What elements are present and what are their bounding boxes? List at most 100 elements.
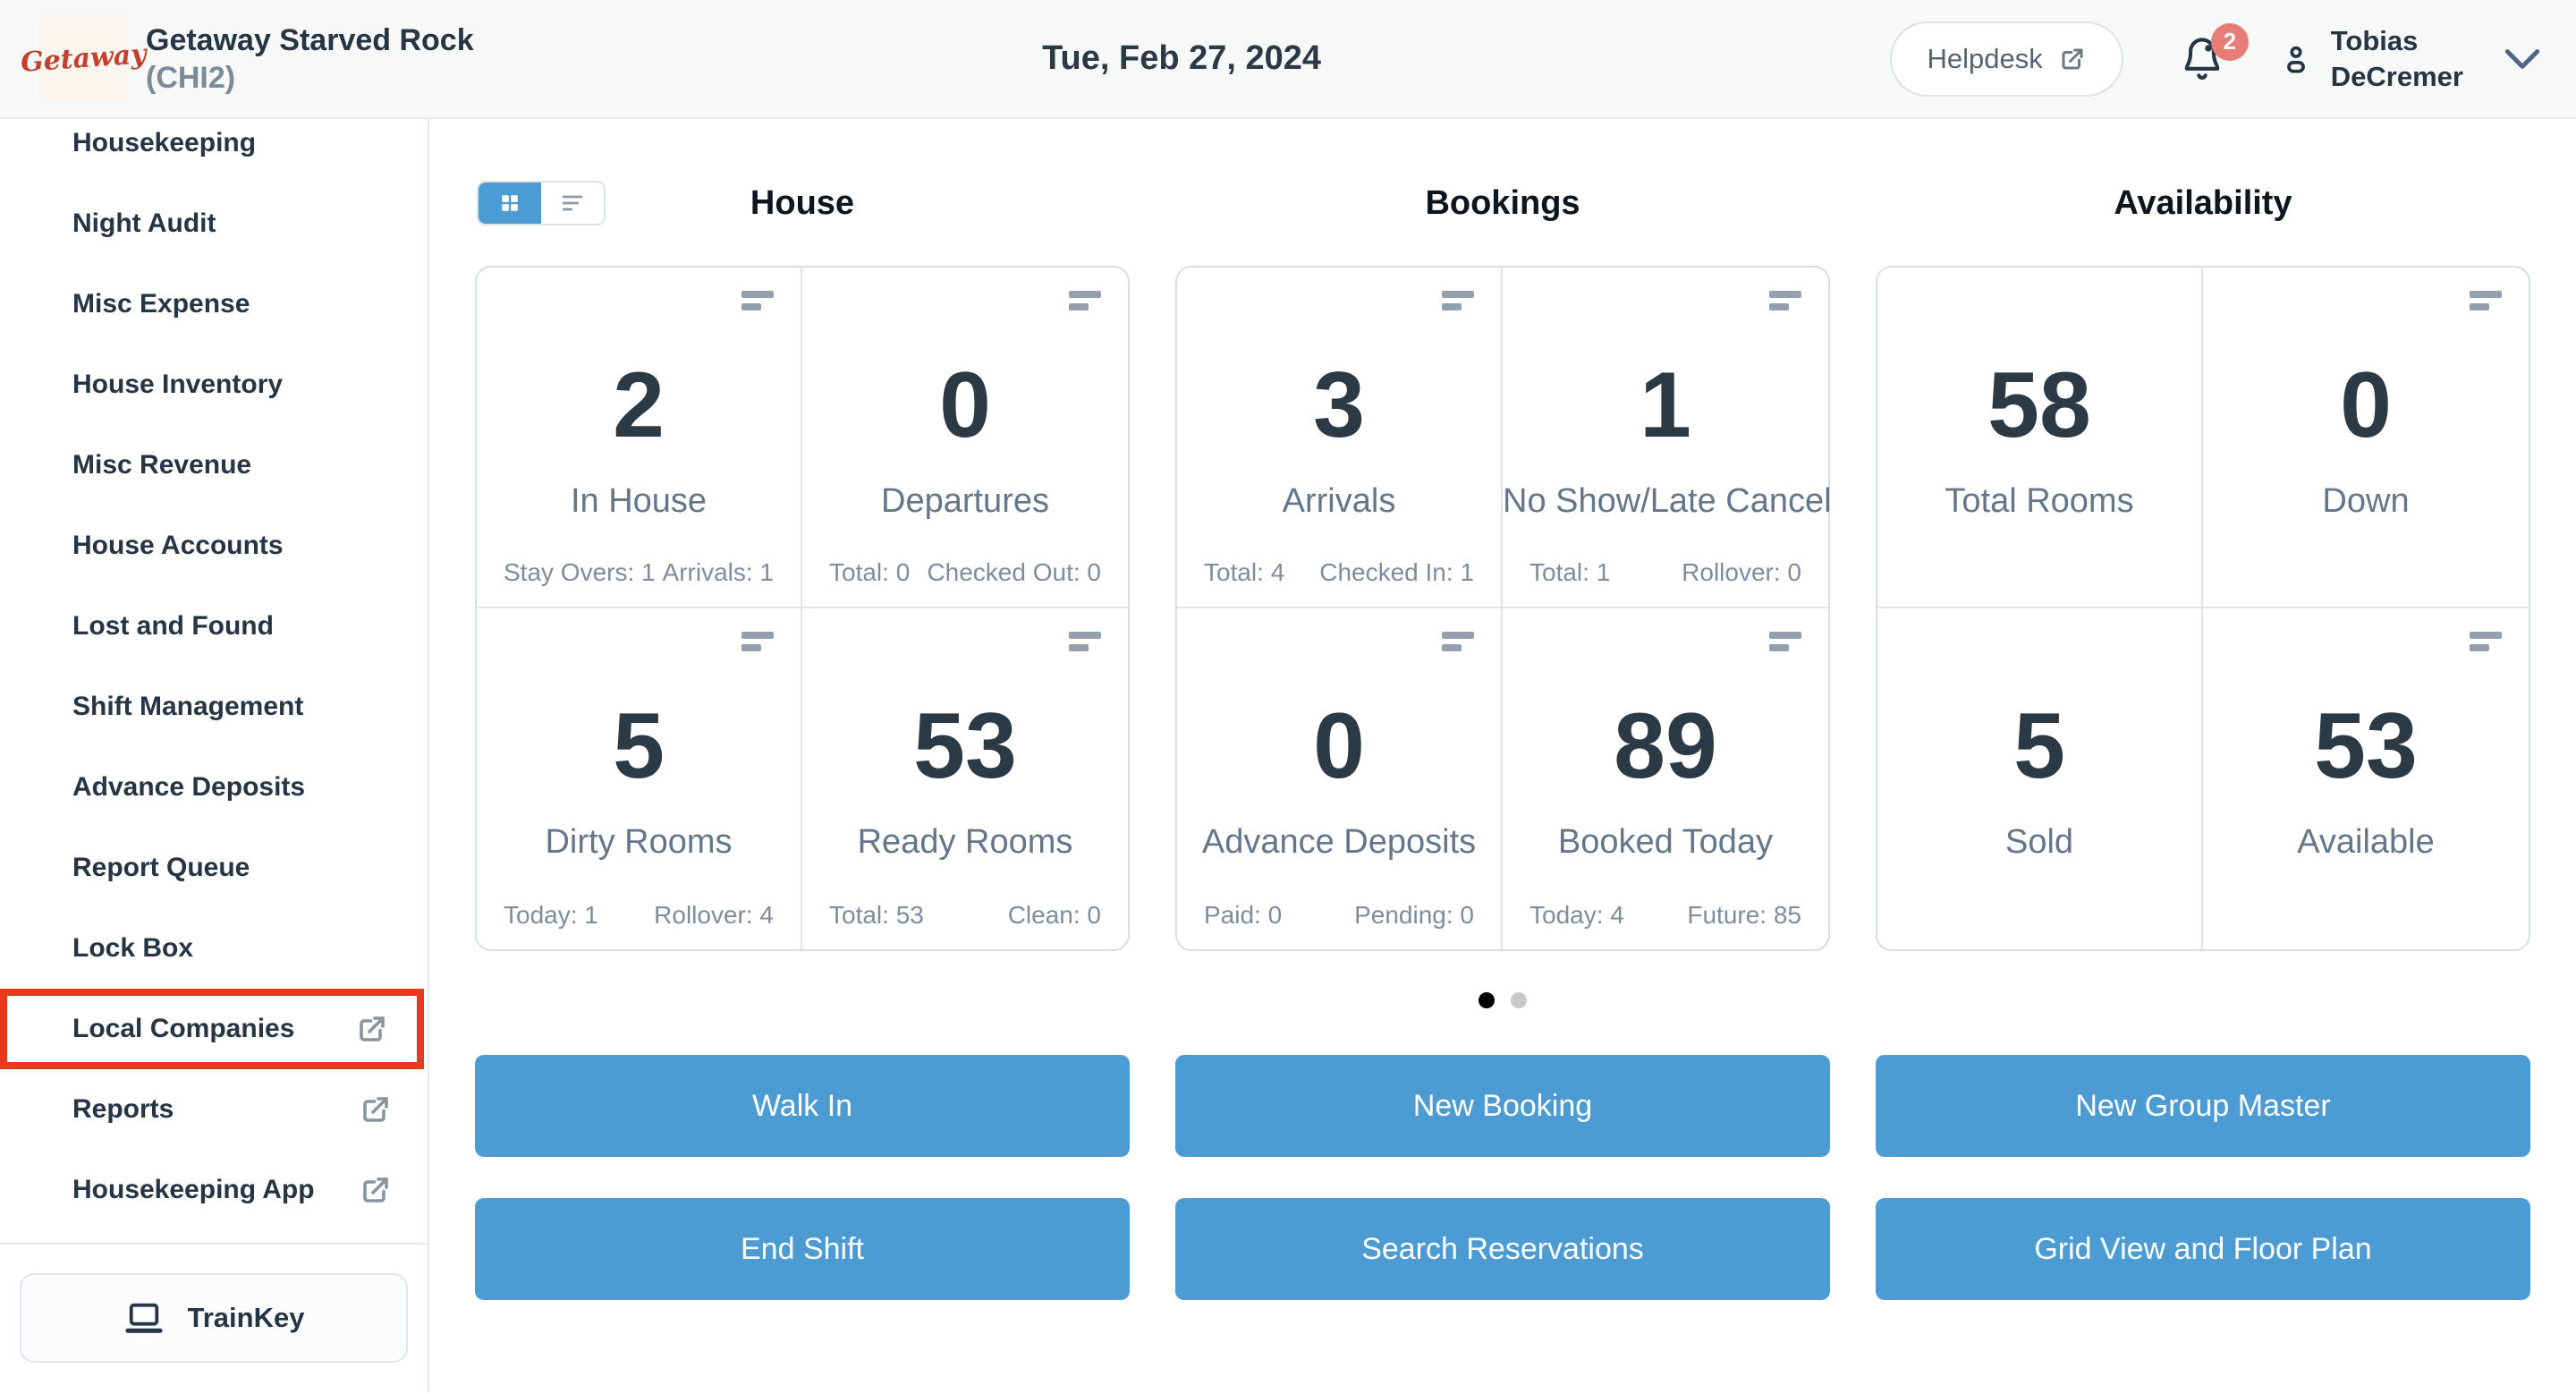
sidebar-item-report-queue[interactable]: Report Queue — [0, 828, 428, 908]
chevron-down-icon[interactable] — [2504, 47, 2540, 71]
group-titles-row: House Bookings Availability — [475, 176, 2530, 230]
sidebar-item-label: Advance Deposits — [72, 772, 306, 802]
card-filter-icon[interactable] — [1442, 632, 1474, 651]
helpdesk-button[interactable]: Helpdesk — [1889, 21, 2123, 97]
stat-card-in-house: 2 In House Stay Overs: 1 Arrivals: 1 — [477, 268, 802, 608]
group-title-house: House — [750, 183, 855, 222]
getaway-logo[interactable]: Getaway — [20, 15, 147, 102]
stat-card-departures: 0 Departures Total: 0 Checked Out: 0 — [802, 268, 1128, 608]
stat-detail-right: Clean: 0 — [1007, 901, 1101, 929]
walk-in-button[interactable]: Walk In — [475, 1055, 1130, 1157]
property-name: Getaway Starved Rock — [146, 22, 474, 57]
card-filter-icon[interactable] — [2470, 632, 2502, 651]
sidebar-item-housekeeping[interactable]: Housekeeping — [0, 119, 428, 183]
bookings-group: 3 Arrivals Total: 4 Checked In: 1 1 No S… — [1175, 266, 1832, 951]
sidebar-item-label: Lock Box — [72, 933, 194, 963]
stat-value: 5 — [2013, 694, 2065, 798]
stat-value: 0 — [2340, 353, 2392, 457]
property-code: (CHI2) — [146, 60, 236, 95]
quick-actions: Walk In New Booking New Group Master End… — [475, 1055, 2530, 1300]
view-toggle — [477, 181, 606, 225]
user-last-name: DeCremer — [2330, 60, 2463, 92]
sidebar-item-local-companies[interactable]: Local Companies — [0, 989, 424, 1069]
sidebar-item-house-accounts[interactable]: House Accounts — [0, 506, 428, 586]
user-menu[interactable]: Tobias DeCremer — [2277, 23, 2463, 95]
carousel-dot-2[interactable] — [1511, 992, 1527, 1008]
card-filter-icon[interactable] — [1769, 632, 1801, 651]
bell-icon — [2179, 34, 2225, 84]
stat-label: Advance Deposits — [1201, 823, 1477, 861]
current-date: Tue, Feb 27, 2024 — [1042, 39, 1322, 77]
stat-value: 0 — [939, 353, 991, 457]
stat-detail-right: Rollover: 0 — [1682, 558, 1801, 586]
header-controls: Helpdesk 2 — [1889, 21, 2540, 97]
property-title: Getaway Starved Rock (CHI2) — [146, 21, 474, 97]
stat-label: Ready Rooms — [857, 823, 1073, 861]
user-first-name: Tobias — [2330, 24, 2419, 56]
getaway-logo-text: Getaway — [19, 38, 148, 79]
card-filter-icon[interactable] — [2470, 291, 2502, 310]
sidebar-item-night-audit[interactable]: Night Audit — [0, 183, 428, 264]
list-view-button[interactable] — [541, 183, 604, 224]
stat-detail-left: Today: 1 — [504, 901, 598, 929]
notification-badge: 2 — [2210, 22, 2249, 61]
sidebar-item-house-inventory[interactable]: House Inventory — [0, 344, 428, 425]
sidebar-item-shift-management[interactable]: Shift Management — [0, 667, 428, 747]
stat-detail-left: Paid: 0 — [1204, 901, 1283, 929]
stat-label: Sold — [2004, 823, 2074, 861]
card-filter-icon[interactable] — [1769, 291, 1801, 310]
stat-value: 1 — [1640, 353, 1691, 457]
stat-label: Down — [2322, 482, 2410, 520]
trainkey-button[interactable]: TrainKey — [20, 1273, 408, 1363]
sidebar-item-lost-and-found[interactable]: Lost and Found — [0, 586, 428, 667]
stat-detail-right: Checked In: 1 — [1319, 558, 1474, 586]
grid-view-button[interactable] — [479, 183, 541, 224]
sidebar-item-reports[interactable]: Reports — [0, 1069, 428, 1150]
card-filter-icon[interactable] — [1069, 632, 1101, 651]
sidebar-item-label: House Inventory — [72, 370, 284, 399]
stat-label: Total Rooms — [1945, 482, 2134, 520]
carousel-dot-1[interactable] — [1479, 992, 1495, 1008]
helpdesk-label: Helpdesk — [1927, 42, 2043, 74]
carousel-dots — [475, 992, 2530, 1008]
sidebar-footer: TrainKey — [0, 1243, 428, 1392]
dashboard: House Bookings Availability 2 In House — [429, 119, 2576, 1392]
end-shift-button[interactable]: End Shift — [475, 1198, 1130, 1300]
card-filter-icon[interactable] — [1442, 291, 1474, 310]
stat-card-advance-deposits: 0 Advance Deposits Paid: 0 Pending: 0 — [1177, 608, 1503, 949]
stat-card-sold: 5 Sold — [1877, 608, 2203, 949]
stat-value: 3 — [1313, 353, 1365, 457]
sidebar-item-misc-revenue[interactable]: Misc Revenue — [0, 425, 428, 506]
sidebar-item-label: Misc Expense — [72, 289, 250, 319]
stat-label: Booked Today — [1557, 823, 1774, 861]
stat-label: Arrivals — [1282, 482, 1396, 520]
card-filter-icon[interactable] — [741, 291, 774, 310]
stat-card-arrivals: 3 Arrivals Total: 4 Checked In: 1 — [1177, 268, 1503, 608]
notifications-button[interactable]: 2 — [2179, 22, 2249, 84]
sidebar-item-misc-expense[interactable]: Misc Expense — [0, 264, 428, 344]
external-link-icon — [2059, 46, 2086, 72]
stat-label: Available — [2297, 823, 2435, 861]
trainkey-label: TrainKey — [187, 1302, 305, 1333]
new-booking-button[interactable]: New Booking — [1175, 1055, 1830, 1157]
stat-card-ready-rooms: 53 Ready Rooms Total: 53 Clean: 0 — [802, 608, 1128, 949]
user-name: Tobias DeCremer — [2331, 23, 2463, 95]
sidebar-item-housekeeping-app[interactable]: Housekeeping App — [0, 1150, 428, 1230]
new-group-master-button[interactable]: New Group Master — [1876, 1055, 2530, 1157]
stat-card-dirty-rooms: 5 Dirty Rooms Today: 1 Rollover: 4 — [477, 608, 802, 949]
grid-view-floor-plan-button[interactable]: Grid View and Floor Plan — [1876, 1198, 2530, 1300]
sidebar-item-advance-deposits[interactable]: Advance Deposits — [0, 747, 428, 828]
stat-card-available: 53 Available — [2203, 608, 2529, 949]
card-filter-icon[interactable] — [741, 632, 774, 651]
search-reservations-button[interactable]: Search Reservations — [1175, 1198, 1830, 1300]
sidebar-item-lock-box[interactable]: Lock Box — [0, 908, 428, 989]
stat-label: No Show/Late Cancel — [1503, 482, 1832, 520]
stat-detail-left: Total: 53 — [829, 901, 924, 929]
availability-group: 58 Total Rooms 0 Down 5 Sold — [1876, 266, 2530, 951]
stat-card-total-rooms: 58 Total Rooms — [1877, 268, 2203, 608]
grid-icon — [497, 191, 522, 216]
stat-detail-left: Total: 4 — [1204, 558, 1285, 586]
group-title-availability: Availability — [2114, 183, 2292, 222]
stat-detail-right: Checked Out: 0 — [927, 558, 1101, 586]
card-filter-icon[interactable] — [1069, 291, 1101, 310]
